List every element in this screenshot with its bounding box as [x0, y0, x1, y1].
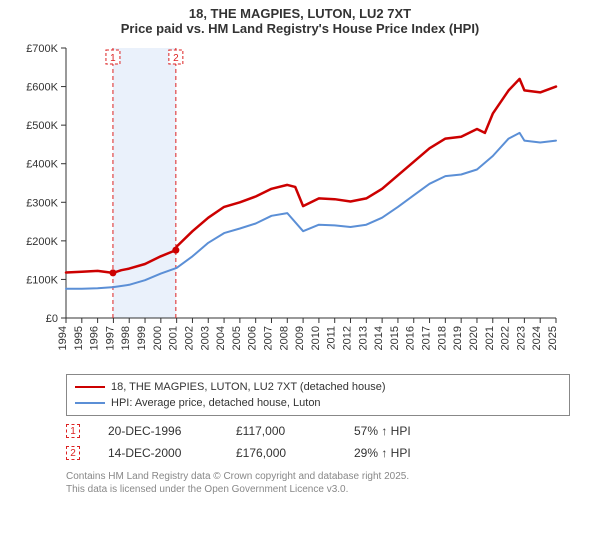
svg-text:2023: 2023: [515, 326, 527, 350]
title-line2: Price paid vs. HM Land Registry's House …: [0, 21, 600, 36]
svg-text:£0: £0: [46, 313, 58, 325]
event-row: 1 20-DEC-1996 £117,000 57% ↑ HPI: [66, 420, 570, 442]
svg-text:2015: 2015: [389, 326, 401, 350]
footnote: Contains HM Land Registry data © Crown c…: [66, 470, 570, 496]
svg-text:2007: 2007: [262, 326, 274, 350]
svg-text:1999: 1999: [136, 326, 148, 350]
footnote-line: Contains HM Land Registry data © Crown c…: [66, 470, 570, 483]
event-date: 14-DEC-2000: [108, 446, 208, 460]
svg-text:2011: 2011: [326, 326, 338, 350]
legend-item: 18, THE MAGPIES, LUTON, LU2 7XT (detache…: [75, 379, 561, 395]
event-date: 20-DEC-1996: [108, 424, 208, 438]
svg-text:2008: 2008: [278, 326, 290, 350]
svg-text:1996: 1996: [89, 326, 101, 350]
title-block: 18, THE MAGPIES, LUTON, LU2 7XT Price pa…: [0, 0, 600, 38]
svg-text:2005: 2005: [231, 326, 243, 350]
title-line1: 18, THE MAGPIES, LUTON, LU2 7XT: [0, 6, 600, 21]
legend-label: 18, THE MAGPIES, LUTON, LU2 7XT (detache…: [111, 381, 386, 393]
event-price: £176,000: [236, 446, 326, 460]
svg-text:£100K: £100K: [26, 274, 58, 286]
svg-text:£300K: £300K: [26, 197, 58, 209]
svg-text:£200K: £200K: [26, 236, 58, 248]
chart-container: 18, THE MAGPIES, LUTON, LU2 7XT Price pa…: [0, 0, 600, 560]
legend-item: HPI: Average price, detached house, Luto…: [75, 395, 561, 411]
svg-text:2010: 2010: [310, 326, 322, 350]
svg-text:2018: 2018: [436, 326, 448, 350]
svg-text:2002: 2002: [183, 326, 195, 350]
svg-text:2012: 2012: [342, 326, 354, 350]
svg-text:2003: 2003: [199, 326, 211, 350]
svg-text:1: 1: [110, 53, 116, 64]
event-row: 2 14-DEC-2000 £176,000 29% ↑ HPI: [66, 442, 570, 464]
svg-text:2022: 2022: [500, 326, 512, 350]
svg-text:2009: 2009: [294, 326, 306, 350]
event-pct: 57% ↑ HPI: [354, 424, 411, 438]
event-price: £117,000: [236, 424, 326, 438]
legend-swatch: [75, 402, 105, 404]
svg-text:2024: 2024: [531, 326, 543, 350]
event-pct: 29% ↑ HPI: [354, 446, 411, 460]
svg-text:2021: 2021: [484, 326, 496, 350]
svg-text:£500K: £500K: [26, 120, 58, 132]
svg-text:2025: 2025: [547, 326, 559, 350]
svg-text:1994: 1994: [57, 326, 69, 350]
footnote-line: This data is licensed under the Open Gov…: [66, 483, 570, 496]
svg-text:2017: 2017: [421, 326, 433, 350]
svg-text:2001: 2001: [168, 326, 180, 350]
svg-text:1997: 1997: [104, 326, 116, 350]
svg-text:1998: 1998: [120, 326, 132, 350]
events-table: 1 20-DEC-1996 £117,000 57% ↑ HPI 2 14-DE…: [66, 420, 570, 464]
svg-text:1995: 1995: [73, 326, 85, 350]
legend-label: HPI: Average price, detached house, Luto…: [111, 397, 321, 409]
legend-swatch: [75, 386, 105, 388]
svg-text:2004: 2004: [215, 326, 227, 350]
legend: 18, THE MAGPIES, LUTON, LU2 7XT (detache…: [66, 374, 570, 416]
event-marker-icon: 1: [66, 424, 80, 438]
event-marker-icon: 2: [66, 446, 80, 460]
svg-text:£400K: £400K: [26, 159, 58, 171]
svg-text:£600K: £600K: [26, 82, 58, 94]
svg-text:2020: 2020: [468, 326, 480, 350]
svg-text:2: 2: [173, 53, 179, 64]
line-chart-svg: £0 £100K £200K £300K £400K £500K £600K £700K 199…: [0, 38, 570, 368]
svg-text:£700K: £700K: [26, 43, 58, 55]
svg-text:2000: 2000: [152, 326, 164, 350]
svg-text:2006: 2006: [247, 326, 259, 350]
chart-area: £0 £100K £200K £300K £400K £500K £600K £700K 199…: [0, 38, 600, 368]
svg-text:2013: 2013: [357, 326, 369, 350]
svg-text:2019: 2019: [452, 326, 464, 350]
svg-text:2014: 2014: [373, 326, 385, 350]
svg-text:2016: 2016: [405, 326, 417, 350]
